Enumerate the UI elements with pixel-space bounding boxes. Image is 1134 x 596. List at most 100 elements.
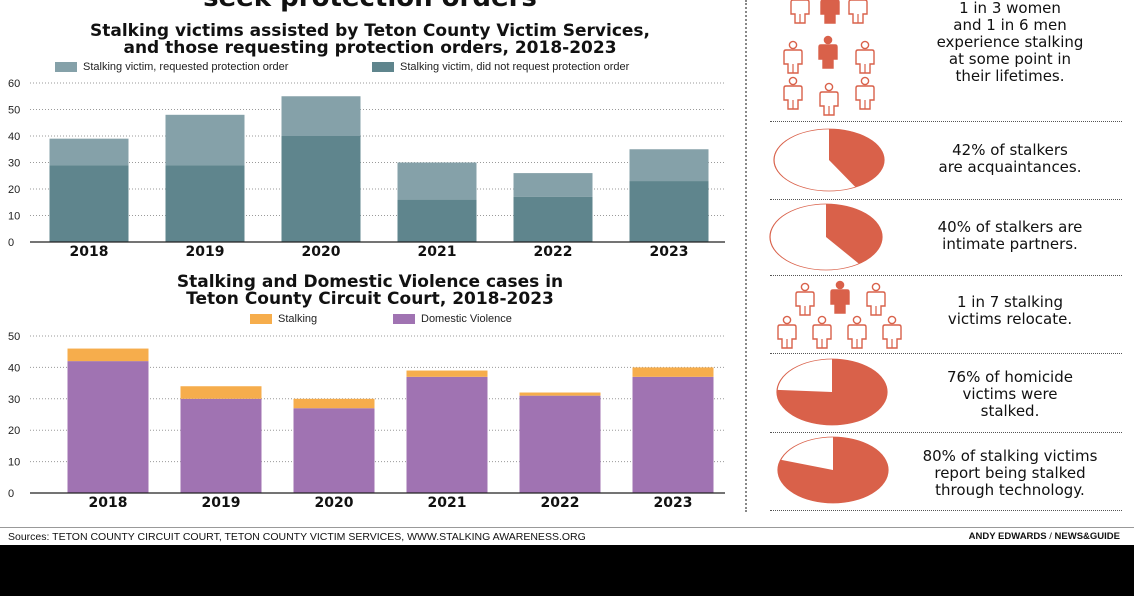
footer-rule xyxy=(0,527,1134,528)
fact-line: at some point in xyxy=(948,50,1072,68)
fact-divider xyxy=(770,353,1122,354)
legend-label: Domestic Violence xyxy=(421,313,512,325)
fact-1-text: 1 in 3 women and 1 in 6 men experience s… xyxy=(895,0,1125,85)
chart1-legend-item-not-requested: Stalking victim, did not request protect… xyxy=(372,61,629,73)
chart1-bar-base xyxy=(397,199,477,242)
person-icon xyxy=(848,0,868,24)
fact-line: 42% of stalkers xyxy=(952,141,1068,159)
chart1-title-line2: and those requesting protection orders, … xyxy=(123,38,617,58)
chart2-bar-top xyxy=(293,398,375,409)
chart1-ytick-label: 40 xyxy=(8,131,20,143)
chart1-ytick-label: 0 xyxy=(8,237,14,249)
fact-divider xyxy=(770,121,1122,122)
person-icon xyxy=(783,76,803,110)
chart1-bar-top xyxy=(49,138,129,166)
byline-credit: ANDY EDWARDS / NEWS&GUIDE xyxy=(969,531,1120,542)
chart2-bar-base xyxy=(406,376,488,493)
chart2-bar-top xyxy=(406,370,488,377)
pie-chart xyxy=(777,436,889,504)
chart2-ytick-label: 0 xyxy=(8,488,14,500)
chart2-bar-base xyxy=(632,376,714,493)
credit-org: NEWS&GUIDE xyxy=(1054,531,1120,542)
fact-line: report being stalked xyxy=(934,464,1086,482)
chart2-bar-base xyxy=(293,408,375,493)
chart2-ytick-label: 10 xyxy=(8,457,20,469)
chart2-ytick-label: 40 xyxy=(8,362,20,374)
chart1-bar-base xyxy=(629,181,709,242)
chart1-bar-base xyxy=(165,165,245,242)
chart1-ytick-label: 60 xyxy=(8,78,20,90)
fact-line: victims relocate. xyxy=(947,310,1073,328)
chart2-plot: 0 10 20 30 40 50 2018 2019 2020 2021 2022 2023 xyxy=(8,331,725,511)
fact-2-text: 42% of stalkers are acquaintances. xyxy=(895,142,1125,176)
fact-line: 1 in 3 women xyxy=(959,0,1061,17)
chart1-plot: 0 10 20 30 40 50 60 2018 2019 2020 2021 2022 2023 xyxy=(8,78,725,260)
chart2-legend-item-dv: Domestic Violence xyxy=(393,313,512,325)
chart2-bar-top xyxy=(519,392,601,396)
pie-slice xyxy=(777,359,887,425)
infographic: seek protection orders Stalking victims … xyxy=(0,0,1134,545)
chart1-ytick-label: 10 xyxy=(8,211,20,223)
chart2-legend-item-stalking: Stalking xyxy=(250,313,317,325)
chart1-bar-base xyxy=(281,136,361,242)
chart2-title-line2: Teton County Circuit Court, 2018-2023 xyxy=(186,289,554,309)
person-icon xyxy=(819,82,839,116)
chart1-ytick-label: 50 xyxy=(8,105,20,117)
chart1-bar-top xyxy=(281,96,361,136)
cutoff-title: seek protection orders xyxy=(150,0,590,13)
chart2-ytick-label: 20 xyxy=(8,425,20,437)
chart1-bar-top xyxy=(165,114,245,166)
person-icon xyxy=(866,282,886,316)
fact-divider xyxy=(770,510,1122,511)
chart2-xtick-label: 2018 xyxy=(89,495,128,511)
chart1-ytick-label: 20 xyxy=(8,184,20,196)
person-icon xyxy=(795,282,815,316)
fact-3-text: 40% of stalkers are intimate partners. xyxy=(895,219,1125,253)
chart1-xtick-label: 2023 xyxy=(650,244,689,260)
person-icon xyxy=(830,280,850,314)
chart1-ytick-label: 30 xyxy=(8,158,20,170)
pie-slice xyxy=(829,129,884,188)
pie-chart xyxy=(776,358,888,426)
fact-line: intimate partners. xyxy=(942,235,1078,253)
fact-line: are acquaintances. xyxy=(938,158,1082,176)
column-divider xyxy=(745,0,747,512)
chart1-title-line1: Stalking victims assisted by Teton Count… xyxy=(89,21,651,41)
fact-line: through technology. xyxy=(935,481,1085,499)
pie-chart xyxy=(769,203,883,271)
chart1-bar-base xyxy=(49,165,129,242)
credit-name: ANDY EDWARDS xyxy=(968,531,1047,542)
chart2-ytick-label: 50 xyxy=(8,331,20,343)
chart1-legend-item-requested: Stalking victim, requested protection or… xyxy=(55,61,288,73)
fact-line: experience stalking xyxy=(936,33,1084,51)
fact-line: 80% of stalking victims xyxy=(922,447,1098,465)
person-icon xyxy=(847,315,867,349)
legend-swatch xyxy=(393,314,415,324)
chart2-bar-base xyxy=(519,395,601,493)
fact-line: victims were xyxy=(962,385,1058,403)
chart2-title-line1: Stalking and Domestic Violence cases in xyxy=(176,272,564,292)
chart2-ytick-label: 30 xyxy=(8,394,20,406)
fact-line: stalked. xyxy=(980,402,1040,420)
pie-slice xyxy=(778,437,888,503)
legend-swatch xyxy=(372,62,394,72)
person-icon xyxy=(790,0,810,24)
person-icon xyxy=(855,40,875,74)
chart1-xtick-label: 2021 xyxy=(418,244,457,260)
chart1-xtick-label: 2018 xyxy=(70,244,109,260)
legend-label: Stalking victim, requested protection or… xyxy=(83,61,289,73)
chart1-xtick-label: 2020 xyxy=(302,244,341,260)
chart1-bar-base xyxy=(513,196,593,242)
fact-line: their lifetimes. xyxy=(955,67,1065,85)
legend-swatch xyxy=(250,314,272,324)
person-icon xyxy=(855,76,875,110)
chart2-xtick-label: 2021 xyxy=(428,495,467,511)
chart2-bar-top xyxy=(67,348,149,362)
person-icon xyxy=(820,0,840,24)
sources-note: Sources: TETON COUNTY CIRCUIT COURT, TET… xyxy=(8,531,586,543)
legend-label: Stalking victim, did not request protect… xyxy=(400,61,630,73)
fact-divider xyxy=(770,432,1122,433)
chart2-xtick-label: 2023 xyxy=(654,495,693,511)
fact-line: and 1 in 6 men xyxy=(953,16,1067,34)
fact-divider xyxy=(770,199,1122,200)
